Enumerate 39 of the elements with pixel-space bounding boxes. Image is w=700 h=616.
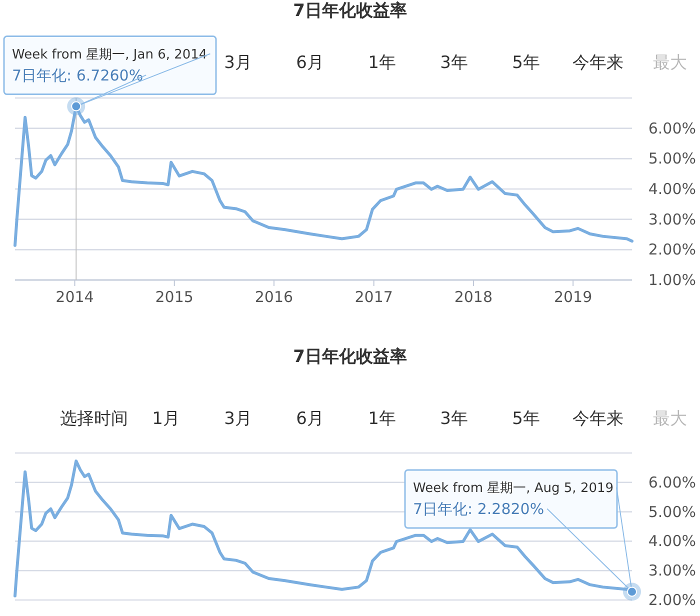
y-tick-label: 2.00% (648, 240, 696, 259)
annotation: 7日年化: 2.2820% (413, 500, 544, 518)
text: 最大 (653, 53, 687, 73)
y-tick-label: 6.00% (648, 119, 696, 138)
text: 3年 (440, 409, 468, 429)
annotation: Week from 星期一, Aug 5, 2019 (413, 481, 614, 496)
text: 今年来 (572, 53, 624, 73)
x-tick-label: 2019 (554, 288, 592, 306)
y-tick-label: 3.00% (648, 562, 696, 580)
text: 5年 (512, 409, 540, 429)
y-tick-label: 1.00% (648, 271, 696, 289)
y-tick-label: 3.00% (648, 210, 696, 228)
text: 最大 (653, 409, 687, 429)
text: 今年来 (572, 409, 624, 429)
chart-title: 7日年化收益率 (293, 1, 407, 21)
y-tick-label: 4.00% (648, 180, 696, 198)
y-tick-label: 5.00% (648, 502, 696, 521)
text: 1年 (368, 409, 396, 429)
x-tick-label: 2017 (354, 288, 393, 306)
x-tick-label: 2015 (155, 288, 194, 306)
text: 1月 (152, 409, 180, 429)
x-tick-label: 2014 (56, 288, 94, 306)
y-tick-label: 6.00% (648, 473, 696, 492)
text: 1年 (368, 53, 396, 73)
y-tick-label: 2.00% (648, 591, 696, 609)
text: 6月 (296, 409, 324, 429)
annotation: Week from 星期一, Jan 6, 2014 (12, 47, 208, 62)
annotation: 7日年化: 6.7260% (12, 66, 144, 84)
y-tick-label: 5.00% (648, 150, 696, 168)
x-tick-label: 2018 (454, 288, 493, 306)
text: 5年 (512, 53, 540, 73)
text: 6月 (296, 53, 324, 73)
y-tick-label: 4.00% (648, 532, 696, 550)
chart-title: 7日年化收益率 (293, 347, 407, 367)
text: 3月 (224, 409, 252, 429)
text: 3月 (224, 53, 252, 73)
text: 选择时间 (60, 409, 128, 429)
x-tick-label: 2016 (254, 288, 294, 306)
text: 3年 (440, 53, 468, 73)
